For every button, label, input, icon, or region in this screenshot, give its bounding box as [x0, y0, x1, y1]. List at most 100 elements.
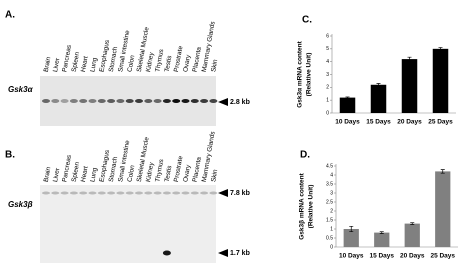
lane-label: Thymus [154, 48, 165, 73]
y-tick-label: 0 [326, 110, 329, 116]
band [135, 191, 143, 195]
y-tick-label: 3 [326, 72, 329, 78]
lane-label: Prostrate [173, 155, 185, 183]
band [153, 191, 162, 195]
y-axis-label: (Relative Unit) [306, 53, 313, 97]
marker-label: 7.8 kb [230, 190, 250, 197]
band [97, 99, 106, 103]
band [116, 99, 125, 103]
y-tick-label: 2 [330, 208, 333, 214]
band [107, 99, 116, 103]
lane-label: Prostrate [173, 45, 185, 73]
lane-label: Ovary [182, 54, 192, 73]
marker-label: 1.7 kb [230, 250, 250, 257]
band [97, 191, 106, 195]
band [107, 191, 116, 195]
lane-label: Lung [89, 57, 98, 73]
lane-label: Spleen [71, 161, 81, 183]
band [162, 99, 171, 103]
lane-label: Colon [126, 54, 136, 72]
bar [339, 97, 356, 113]
band [51, 99, 60, 103]
x-tick-label: 15 Days [366, 119, 391, 126]
x-tick-label: 15 Days [369, 253, 394, 260]
x-tick-label: 25 Days [430, 253, 455, 260]
band [116, 191, 125, 195]
lane-label: Placenta [192, 46, 203, 73]
band [190, 191, 199, 195]
band [79, 99, 88, 103]
error-bar [376, 83, 381, 87]
lane-label: Pancreas [61, 154, 73, 183]
y-axis-label: Gsk3β mRNA content [299, 172, 306, 239]
error-bar [349, 225, 354, 233]
lane-label: Kidney [145, 161, 155, 183]
band [88, 191, 97, 195]
lane-label: Skin [210, 59, 219, 73]
panel-label: A. [5, 10, 15, 21]
gene-label: Gsk3α [8, 85, 34, 94]
lane-label: Colon [126, 164, 136, 182]
band [60, 191, 69, 195]
band [42, 191, 50, 195]
error-bar [345, 96, 350, 99]
lane-label: Heart [80, 166, 90, 183]
lane-label: Ovary [182, 164, 192, 183]
lane-label: Kidney [145, 51, 155, 73]
bar [401, 59, 418, 113]
y-tick-label: 1 [326, 97, 329, 103]
band [200, 191, 209, 195]
lane-label: Brain [43, 56, 53, 73]
lane-label: Lung [89, 167, 98, 183]
y-tick-label: 3.5 [326, 181, 333, 187]
band [209, 191, 218, 195]
y-tick-label: 1.5 [326, 217, 333, 223]
blot-b [40, 185, 216, 263]
error-bar [379, 231, 384, 234]
x-tick-label: 20 Days [400, 253, 425, 260]
lane-label: Testis [164, 164, 174, 182]
lane-label: Thymus [154, 158, 165, 183]
lane-label: Heart [80, 56, 90, 73]
band [144, 99, 153, 103]
band [144, 191, 153, 195]
band [69, 191, 78, 195]
y-tick-label: 3 [330, 190, 333, 196]
marker-label: 2.8 kb [230, 99, 250, 106]
y-tick-label: 2 [326, 85, 329, 91]
bar [374, 232, 390, 247]
bar [435, 171, 451, 247]
marker-arrow [218, 249, 228, 257]
lane-label: Placenta [192, 156, 203, 183]
bar [370, 84, 387, 113]
lane-label: Spleen [71, 51, 81, 73]
band [88, 99, 97, 103]
band [60, 99, 69, 103]
lane-label: Testis [164, 54, 174, 72]
band [200, 99, 209, 103]
band [125, 191, 134, 195]
bar [432, 48, 449, 114]
marker-arrow [218, 189, 228, 197]
x-tick-label: 10 Days [335, 119, 360, 126]
band [69, 99, 78, 103]
y-tick-label: 6 [326, 33, 329, 39]
panel-label: C. [302, 15, 312, 26]
bar [404, 223, 420, 247]
lane-label: Stomach [108, 156, 119, 183]
y-axis-label: (Relative Unit) [308, 185, 315, 229]
band [51, 191, 60, 195]
band [42, 99, 50, 103]
bar [343, 229, 359, 247]
y-axis-label: Gsk3α mRNA content [297, 40, 304, 107]
band [172, 191, 181, 195]
lane-label: Liver [52, 57, 61, 73]
band [79, 191, 88, 195]
band [172, 99, 181, 103]
band [153, 99, 162, 103]
marker-arrow [218, 98, 228, 106]
gene-label: Gsk3β [8, 200, 33, 209]
y-tick-label: 0 [330, 244, 333, 250]
band [162, 250, 171, 256]
